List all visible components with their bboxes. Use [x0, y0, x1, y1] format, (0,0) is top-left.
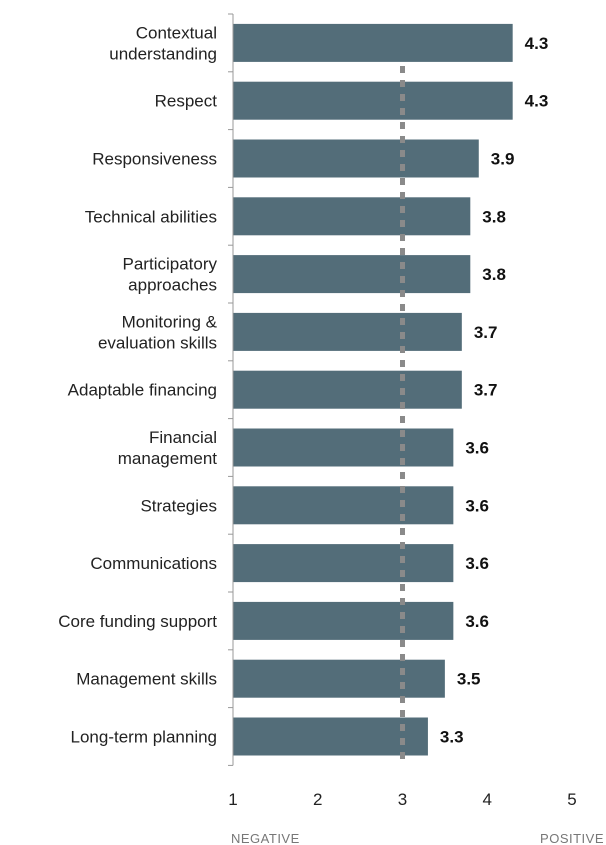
category-label: Participatory approaches [123, 255, 218, 295]
category-label: Long-term planning [71, 728, 217, 747]
value-labels-group: 4.3 4.3 3.9 3.8 3.8 3.7 3.7 3.6 3.6 3.6 3.6 3.5 3.3 [440, 34, 548, 747]
x-tick-label: 5 [567, 790, 576, 809]
bar [233, 717, 428, 756]
category-label: Communications [90, 554, 217, 573]
bar [233, 139, 479, 178]
category-label: Core funding support [58, 612, 217, 631]
bar [233, 428, 454, 467]
category-label: Financial management [118, 428, 218, 468]
x-tick-labels-group: 1 2 3 4 5 [228, 790, 576, 809]
value-label: 3.8 [482, 207, 506, 226]
bar [233, 486, 454, 525]
x-tick-label: 3 [398, 790, 407, 809]
bar [233, 544, 454, 583]
value-label: 4.3 [525, 92, 549, 111]
value-label: 3.5 [457, 670, 481, 689]
category-label: Contextual understanding [109, 23, 217, 63]
x-tick-label: 2 [313, 790, 322, 809]
category-label: Respect [155, 92, 218, 111]
x-tick-label: 1 [228, 790, 237, 809]
category-label: Adaptable financing [68, 381, 217, 400]
category-label: Responsiveness [92, 150, 217, 169]
bar [233, 23, 513, 62]
bar [233, 312, 462, 351]
bar [233, 197, 471, 236]
positive-label: POSITIVE [540, 831, 604, 845]
bar [233, 81, 513, 120]
value-label: 3.7 [474, 323, 498, 342]
value-label: 3.8 [482, 265, 506, 284]
bar [233, 659, 445, 698]
value-label: 3.6 [465, 554, 489, 573]
category-label: Management skills [76, 670, 217, 689]
value-label: 3.3 [440, 728, 464, 747]
value-label: 3.6 [465, 496, 489, 515]
x-tick-label: 4 [483, 790, 492, 809]
value-label: 4.3 [525, 34, 549, 53]
bars-group [233, 23, 513, 756]
category-label: Technical abilities [85, 207, 217, 226]
category-labels-group: Contextual understanding Respect Responsive… [58, 23, 217, 746]
bar [233, 255, 471, 294]
value-label: 3.9 [491, 150, 515, 169]
bar [233, 601, 454, 640]
bar [233, 370, 462, 409]
value-label: 3.6 [465, 612, 489, 631]
negative-label: NEGATIVE [231, 831, 300, 845]
y-axis-group [228, 13, 234, 766]
value-label: 3.6 [465, 439, 489, 458]
category-label: Monitoring & evaluation skills [98, 312, 218, 352]
category-label: Strategies [140, 496, 217, 515]
value-label: 3.7 [474, 381, 498, 400]
